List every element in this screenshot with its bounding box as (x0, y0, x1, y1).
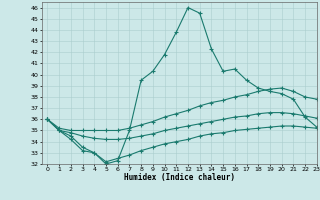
X-axis label: Humidex (Indice chaleur): Humidex (Indice chaleur) (124, 173, 235, 182)
